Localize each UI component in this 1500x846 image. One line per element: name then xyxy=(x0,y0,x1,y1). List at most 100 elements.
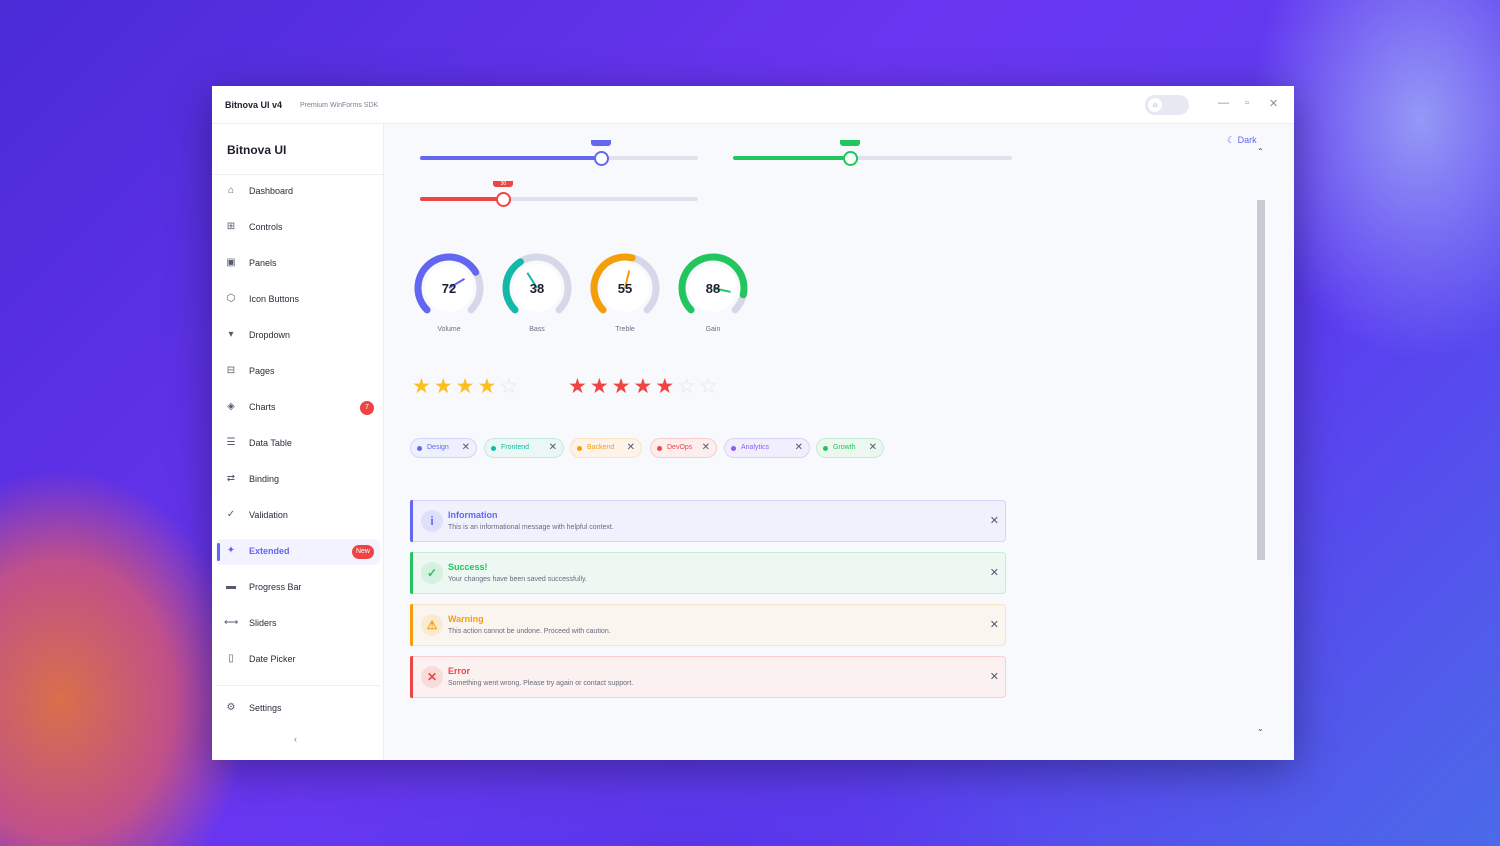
close-alert-icon[interactable]: ✕ xyxy=(989,515,999,527)
gauge-needle xyxy=(624,270,631,289)
slider-thumb[interactable] xyxy=(496,192,512,207)
sidebar-item-label: Pages xyxy=(249,366,275,376)
close-alert-icon[interactable]: ✕ xyxy=(989,567,999,579)
close-alert-icon[interactable]: ✕ xyxy=(989,671,999,683)
sidebar-item-settings[interactable]: ⚙ Settings xyxy=(216,696,380,722)
sidebar-item-date-picker[interactable]: ▯ Date Picker xyxy=(216,647,380,673)
sidebar-item-label: Charts xyxy=(249,402,276,412)
sidebar-item-label: Date Picker xyxy=(249,654,296,664)
remove-chip-icon[interactable]: ✕ xyxy=(868,442,877,453)
gauge-gain: 88 Gain xyxy=(673,250,753,333)
sidebar-item-charts[interactable]: ◈ Charts 7 xyxy=(216,395,380,421)
close-button[interactable]: ✕ xyxy=(1269,98,1279,110)
sidebar-item-validation[interactable]: ✓ Validation xyxy=(216,503,380,529)
remove-chip-icon[interactable]: ✕ xyxy=(794,442,803,453)
slider[interactable] xyxy=(733,140,1012,168)
star-icon[interactable]: ★ xyxy=(611,375,634,398)
alert-message: This action cannot be undone. Proceed wi… xyxy=(448,628,611,635)
star-icon[interactable]: ★ xyxy=(589,375,612,398)
gauge-dial: 88 xyxy=(678,253,748,314)
tag-chip[interactable]: DevOps ✕ xyxy=(650,438,717,458)
remove-chip-icon[interactable]: ✕ xyxy=(461,442,470,453)
dark-mode-link[interactable]: ☾ Dark xyxy=(1227,135,1257,145)
slider-thumb[interactable] xyxy=(843,151,859,166)
slider-thumb[interactable] xyxy=(593,151,609,166)
remove-chip-icon[interactable]: ✕ xyxy=(701,442,710,453)
tag-chip[interactable]: Analytics ✕ xyxy=(724,438,810,458)
maximize-button[interactable]: ▫ xyxy=(1245,97,1249,109)
title-bar: Bitnova UI v4 Premium WinForms SDK ☼ — ▫… xyxy=(212,86,1294,124)
star-rating[interactable]: ★★★★☆ xyxy=(412,374,521,399)
sidebar-item-panels[interactable]: ▣ Panels xyxy=(216,251,380,277)
remove-chip-icon[interactable]: ✕ xyxy=(626,442,635,453)
sidebar-item-binding[interactable]: ⇄ Binding xyxy=(216,467,380,493)
sidebar-item-pages[interactable]: ⊟ Pages xyxy=(216,359,380,385)
star-icon[interactable]: ★ xyxy=(477,375,500,398)
slider[interactable]: 30 xyxy=(420,181,698,209)
dot-icon xyxy=(491,446,496,451)
star-icon[interactable]: ★ xyxy=(455,375,478,398)
list-icon: ☰ xyxy=(226,437,236,448)
gauge-needle xyxy=(712,287,731,293)
tag-chip[interactable]: Design ✕ xyxy=(410,438,477,458)
theme-toggle[interactable]: ☼ xyxy=(1145,95,1189,115)
sidebar-item-label: Dashboard xyxy=(249,186,294,196)
gauge-volume: 72 Volume xyxy=(409,250,489,333)
panel-icon: ▣ xyxy=(226,257,236,268)
slider-fill xyxy=(420,197,504,201)
star-icon[interactable]: ★ xyxy=(633,375,656,398)
calendar-icon: ▯ xyxy=(228,653,234,664)
gauge-dial: 55 xyxy=(590,253,660,314)
slider-track xyxy=(420,197,698,201)
star-icon[interactable]: ★ xyxy=(412,375,434,398)
gauge-treble: 55 Treble xyxy=(585,250,665,333)
dot-icon xyxy=(823,446,828,451)
pages-icon: ⊟ xyxy=(226,365,236,376)
star-icon[interactable]: ★ xyxy=(433,375,456,398)
scrollbar-thumb[interactable] xyxy=(1257,200,1265,560)
remove-chip-icon[interactable]: ✕ xyxy=(548,442,557,453)
sidebar-item-sliders[interactable]: ⟷ Sliders xyxy=(216,611,380,637)
sidebar-item-dashboard[interactable]: ⌂ Dashboard xyxy=(216,179,380,205)
alert-information: i Information This is an informational m… xyxy=(410,500,1006,542)
sidebar-item-icon-buttons[interactable]: ⬡ Icon Buttons xyxy=(216,287,380,313)
divider xyxy=(216,685,380,686)
app-subtitle: Premium WinForms SDK xyxy=(300,102,379,109)
caret-down-icon: ▾ xyxy=(228,329,234,340)
dot-icon xyxy=(577,446,582,451)
alert-accent xyxy=(410,500,413,542)
collapse-sidebar-button[interactable]: ‹ xyxy=(294,734,297,744)
tag-chip[interactable]: Growth ✕ xyxy=(816,438,884,458)
app-title: Bitnova UI v4 xyxy=(225,100,283,110)
progress-icon: ▬ xyxy=(226,581,236,592)
scrollbar[interactable]: ⌃ ⌄ xyxy=(1255,147,1267,737)
sidebar-item-controls[interactable]: ⊞ Controls xyxy=(216,215,380,241)
sidebar-item-progress-bar[interactable]: ▬ Progress Bar xyxy=(216,575,380,601)
star-icon[interactable]: ★ xyxy=(655,375,678,398)
gauge-value-arc xyxy=(590,253,636,314)
close-alert-icon[interactable]: ✕ xyxy=(989,619,999,631)
star-icon[interactable]: ☆ xyxy=(698,375,721,398)
sidebar-item-label: Validation xyxy=(249,510,288,520)
scroll-down-icon[interactable]: ⌄ xyxy=(1257,724,1264,733)
tag-chip[interactable]: Frontend ✕ xyxy=(484,438,564,458)
star-icon[interactable]: ☆ xyxy=(677,375,699,398)
star-icon[interactable]: ★ xyxy=(568,375,590,398)
sidebar-item-data-table[interactable]: ☰ Data Table xyxy=(216,431,380,457)
sidebar-item-dropdown[interactable]: ▾ Dropdown xyxy=(216,323,380,349)
minimize-button[interactable]: — xyxy=(1218,97,1229,109)
tag-chip[interactable]: Backend ✕ xyxy=(570,438,642,458)
alert-message: Your changes have been saved successfull… xyxy=(448,576,587,583)
alert-message: This is an informational message with he… xyxy=(448,524,614,531)
star-icon[interactable]: ☆ xyxy=(499,375,522,398)
slider-track xyxy=(733,156,1012,160)
dot-icon xyxy=(731,446,736,451)
gauge-label: Bass xyxy=(529,326,545,333)
slider[interactable] xyxy=(420,140,698,168)
sidebar-item-extended[interactable]: ✦ Extended New xyxy=(216,539,380,565)
star-rating[interactable]: ★★★★★☆☆ xyxy=(568,374,721,399)
sparkle-icon: ✦ xyxy=(226,545,236,556)
scroll-up-icon[interactable]: ⌃ xyxy=(1257,147,1264,156)
chip-label: DevOps xyxy=(667,444,693,451)
sidebar-item-label: Sliders xyxy=(249,618,277,628)
